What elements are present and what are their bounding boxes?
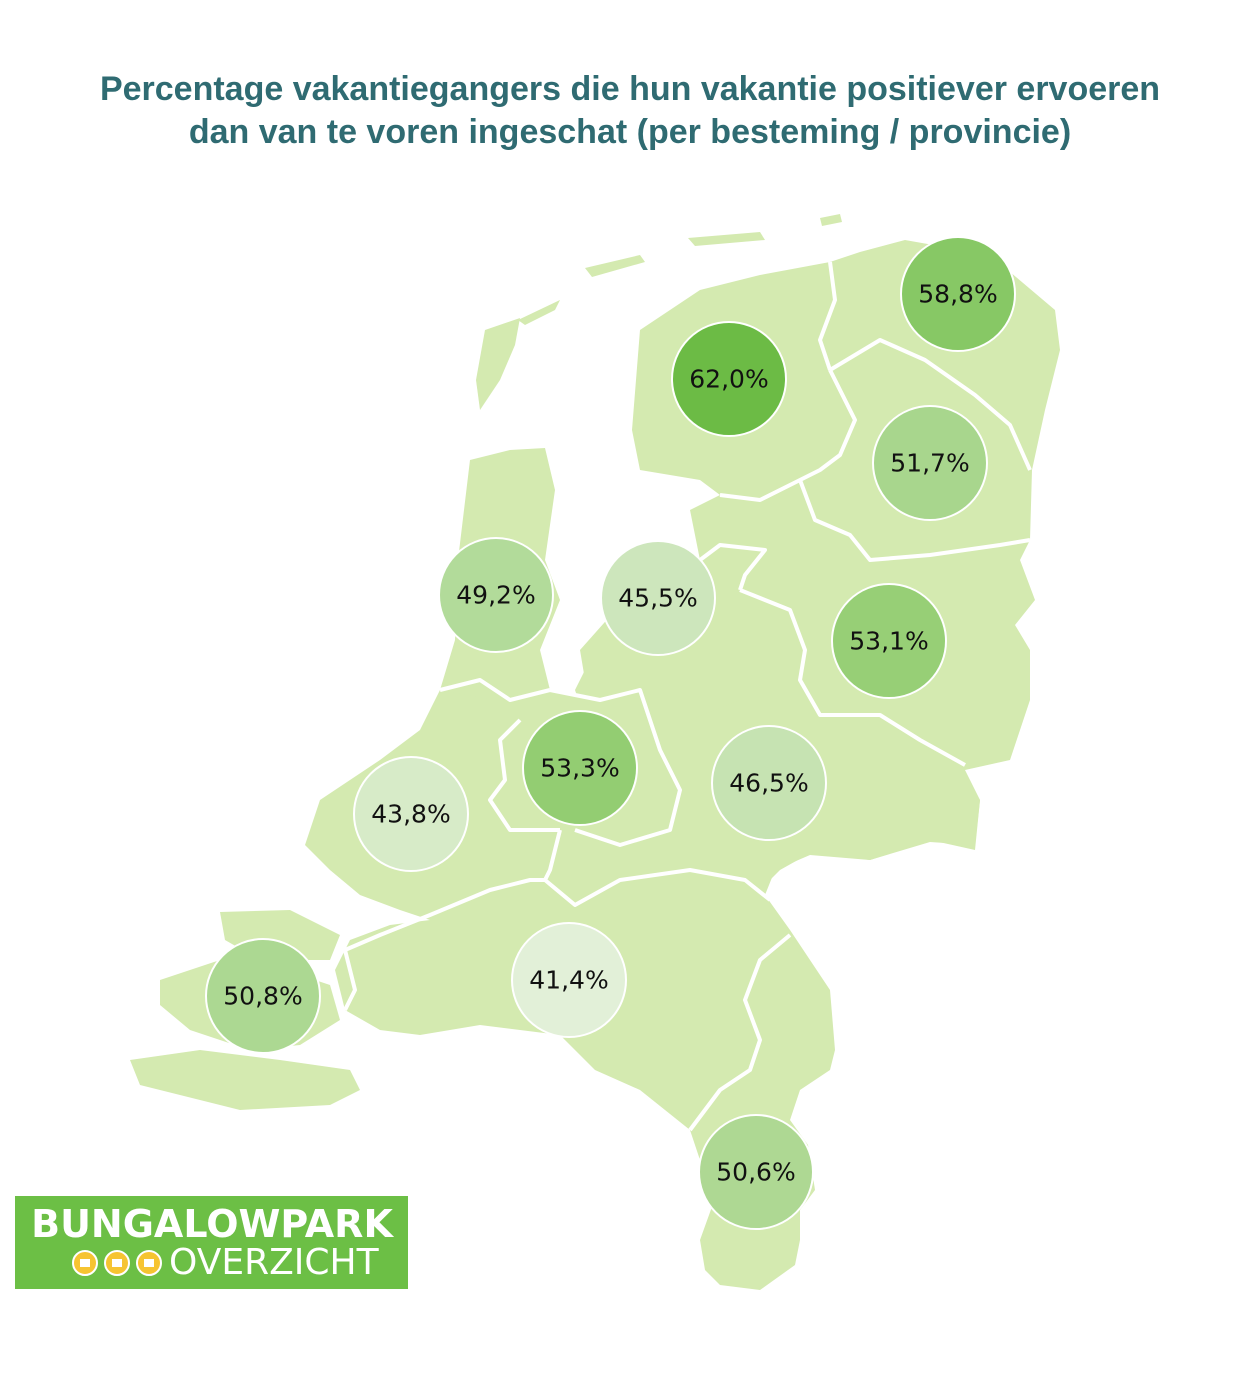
bubble-circle — [438, 537, 554, 653]
border-zeeland-nb — [343, 949, 357, 1011]
province-bubble: 49,2% — [438, 537, 554, 653]
bubble-circle — [205, 938, 321, 1054]
island-2 — [518, 300, 560, 325]
province-borders — [343, 261, 1032, 1132]
bubble-circle — [671, 321, 787, 437]
border-zh-utrecht — [488, 718, 560, 832]
bubble-circle — [711, 725, 827, 841]
bubble-value-label: 53,3% — [540, 754, 619, 783]
house-icon — [136, 1250, 162, 1276]
bubble-circle — [600, 540, 716, 656]
bubble-value-label: 46,5% — [729, 769, 808, 798]
title-line-1: Percentage vakantiegangers die hun vakan… — [99, 70, 1161, 108]
border-overijssel-gelderland — [739, 588, 966, 767]
province-bubble: 46,5% — [711, 725, 827, 841]
house-icon — [104, 1250, 130, 1276]
province-bubbles: 62,0% 58,8% 51,7% 49,2% 45,5% 53,1% 53,3% 46,5%… — [205, 236, 1016, 1230]
bubble-value-label: 53,1% — [849, 627, 928, 656]
province-bubble: 45,5% — [600, 540, 716, 656]
border-friesland-drenthe — [719, 369, 857, 502]
bubble-value-label: 41,4% — [529, 966, 608, 995]
border-groningen-drenthe — [828, 338, 1032, 471]
map-title: Percentage vakantiegangers die hun vakan… — [0, 68, 1260, 154]
province-bubble: 41,4% — [511, 922, 627, 1038]
bubble-value-label: 50,8% — [223, 982, 302, 1011]
bubble-value-label: 49,2% — [456, 581, 535, 610]
brand-logo: BUNGALOWPARK OVERZICHT — [15, 1196, 408, 1289]
region-south — [305, 690, 980, 1290]
province-bubble: 50,6% — [698, 1114, 814, 1230]
province-bubble: 62,0% — [671, 321, 787, 437]
title-line-2: dan van te voren ingeschat (per bestemin… — [188, 113, 1072, 151]
bubble-circle — [831, 583, 947, 699]
bubble-value-label: 45,5% — [618, 584, 697, 613]
logo-line-2: OVERZICHT — [169, 1242, 379, 1283]
bubble-value-label: 58,8% — [918, 280, 997, 309]
bubble-value-label: 62,0% — [689, 365, 768, 394]
border-drenthe-overijssel — [798, 479, 1031, 562]
border-flevoland-overijssel — [698, 543, 767, 591]
bubble-value-label: 50,6% — [716, 1158, 795, 1187]
island-4 — [688, 232, 765, 246]
province-bubble: 53,3% — [522, 710, 638, 826]
island-3 — [585, 255, 645, 277]
logo-house-icons — [72, 1250, 168, 1276]
bubble-circle — [522, 710, 638, 826]
border-nb-limburg — [688, 933, 792, 1132]
border-utrecht-gelderland — [549, 688, 682, 847]
province-bubble: 58,8% — [900, 236, 1016, 352]
province-bubble: 51,7% — [872, 405, 988, 521]
bubble-circle — [698, 1114, 814, 1230]
border-nh-zh — [439, 678, 551, 702]
bubble-circle — [353, 756, 469, 872]
bubble-value-label: 43,8% — [371, 800, 450, 829]
island-1 — [476, 318, 520, 410]
region-zeeland-3 — [130, 1050, 360, 1110]
bubble-circle — [900, 236, 1016, 352]
province-bubble: 53,1% — [831, 583, 947, 699]
bubble-circle — [511, 922, 627, 1038]
province-bubble: 50,8% — [205, 938, 321, 1054]
border-friesland-groningen — [818, 261, 837, 371]
logo-line-1: BUNGALOWPARK — [31, 1202, 393, 1246]
province-bubble: 43,8% — [353, 756, 469, 872]
island-5 — [820, 214, 842, 226]
bubble-circle — [872, 405, 988, 521]
border-gelderland-nb — [543, 829, 562, 881]
house-icon — [72, 1250, 98, 1276]
bubble-value-label: 51,7% — [890, 449, 969, 478]
